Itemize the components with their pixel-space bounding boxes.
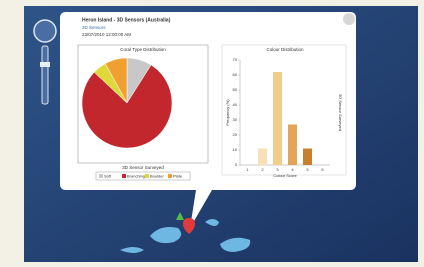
- y-tick-label: 70: [233, 57, 238, 62]
- legend-label: Boulder: [150, 174, 164, 179]
- y-tick-label: 10: [233, 147, 238, 152]
- bar: [258, 149, 267, 166]
- chart-title: Coral Type Distribution: [120, 47, 166, 52]
- legend-swatch: [145, 174, 149, 178]
- zoom-handle[interactable]: [40, 62, 50, 67]
- legend-label: Branching: [127, 174, 145, 179]
- y-tick-label: 50: [233, 87, 238, 92]
- bar: [288, 125, 297, 166]
- bar: [273, 72, 282, 165]
- map-screenshot: Heron Island - 3D Sensors (Australia) 3D…: [0, 0, 424, 267]
- y-axis-label: Frequency (%): [225, 99, 230, 126]
- chart-title: Colour Distribution: [266, 47, 304, 52]
- popup-date: 23/07/2010 12:00:00 AM: [82, 32, 131, 37]
- y-tick-label: 20: [233, 132, 238, 137]
- zoom-slider[interactable]: [42, 46, 48, 104]
- legend-swatch: [122, 174, 126, 178]
- legend-label: Soft: [104, 174, 112, 179]
- side-label: 3D Sensor Surveyed: [338, 94, 343, 131]
- bar: [303, 149, 312, 166]
- legend-title: 3D Sensor Surveyed: [122, 165, 164, 170]
- legend-swatch: [168, 174, 172, 178]
- y-tick-label: 40: [233, 102, 238, 107]
- pan-control[interactable]: [34, 20, 56, 42]
- y-tick-label: 60: [233, 72, 238, 77]
- close-button[interactable]: [343, 13, 355, 25]
- legend-swatch: [99, 174, 103, 178]
- x-axis-label: Colour Score: [273, 173, 297, 178]
- y-tick-label: 30: [233, 117, 238, 122]
- legend-label: Plate: [173, 174, 183, 179]
- popup-title: Heron Island - 3D Sensors (Australia): [82, 17, 171, 23]
- popup-subtitle[interactable]: 3D Sensors: [82, 25, 106, 30]
